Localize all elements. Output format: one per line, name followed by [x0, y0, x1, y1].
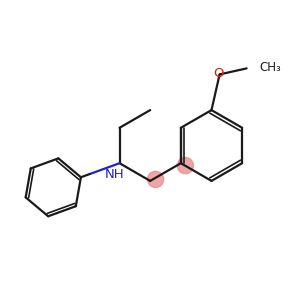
Circle shape: [148, 171, 164, 188]
Text: CH₃: CH₃: [259, 61, 281, 74]
Text: O: O: [214, 67, 224, 80]
Text: NH: NH: [104, 168, 124, 181]
Circle shape: [177, 158, 194, 174]
